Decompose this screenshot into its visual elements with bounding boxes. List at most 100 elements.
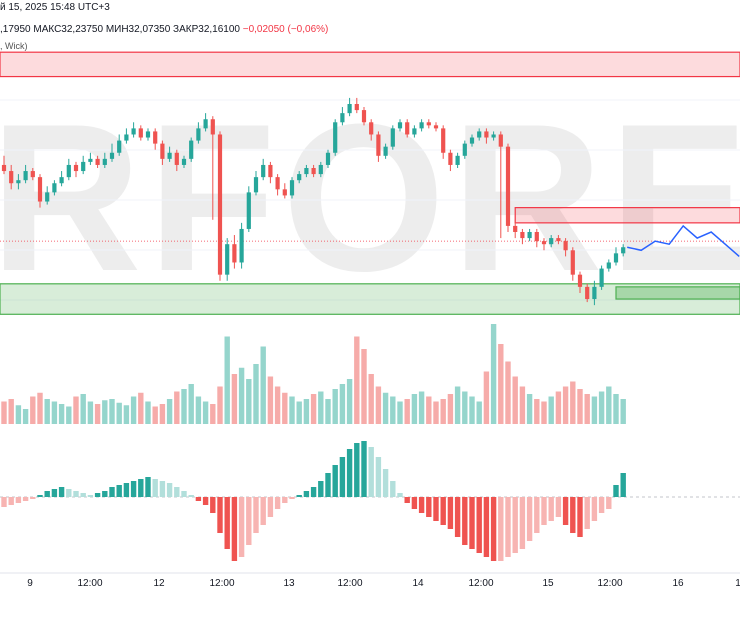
oscillator-bar: [1, 497, 7, 507]
volume-bar: [289, 396, 295, 424]
candle-body: [304, 168, 309, 175]
volume-bar: [404, 399, 410, 424]
oscillator-bar: [606, 497, 612, 509]
oscillator-bar: [58, 487, 65, 497]
volume-bar: [102, 400, 108, 424]
volume-bar: [577, 389, 583, 424]
volume-bar: [440, 399, 446, 424]
indicator-label[interactable]: , Wick): [0, 41, 28, 51]
oscillator-bar: [447, 497, 454, 529]
candle-body: [469, 137, 475, 144]
x-tick-label: 12:00: [468, 578, 493, 589]
volume-bar: [462, 391, 468, 424]
volume-bar: [58, 404, 65, 424]
oscillator-bar: [318, 481, 324, 497]
candle-body: [383, 146, 388, 156]
oscillator-bar: [22, 497, 29, 501]
candle-body: [145, 131, 151, 138]
candle-body: [203, 119, 208, 129]
oscillator-bar: [498, 497, 504, 561]
x-tick-label: 12:00: [337, 578, 362, 589]
oscillator-bar: [368, 447, 374, 497]
candle-body: [592, 286, 597, 300]
candle-body: [613, 253, 619, 263]
candle-body: [484, 131, 489, 138]
oscillator-bar: [30, 497, 36, 499]
volume-bar: [606, 386, 612, 424]
oscillator-bar: [231, 497, 238, 561]
oscillator-bar: [303, 491, 310, 497]
volume-bar: [418, 391, 425, 424]
high-value: МАКС32,23750: [33, 24, 104, 35]
candle-body: [541, 241, 547, 245]
oscillator-bar: [411, 497, 418, 509]
volume-bar: [260, 346, 266, 424]
oscillator-bar: [332, 465, 338, 497]
candle-body: [534, 232, 539, 242]
forecast-path: [627, 224, 740, 257]
x-tick-label: 16: [672, 578, 684, 589]
candle-body: [153, 131, 158, 144]
candle-body: [606, 262, 611, 269]
candle-body: [167, 152, 172, 159]
volume-bar: [562, 386, 569, 424]
oscillator-bar: [210, 497, 216, 513]
candle-body: [527, 232, 532, 239]
oscillator-bar: [397, 493, 403, 497]
candle-body: [160, 143, 165, 159]
oscillator-bar: [73, 491, 79, 497]
candle-body: [217, 134, 223, 275]
oscillator-bar: [217, 497, 223, 533]
candle-body: [556, 238, 561, 242]
volume-bar: [116, 402, 122, 424]
oscillator-bar: [123, 483, 130, 497]
candle-body: [354, 104, 359, 111]
volume-bar: [584, 394, 590, 424]
oscillator-bar: [591, 497, 598, 521]
volume-bar: [22, 409, 29, 424]
volume-bar: [231, 374, 238, 424]
oscillator-bar: [94, 493, 101, 497]
candle-body: [441, 128, 446, 153]
volume-bar: [109, 399, 115, 424]
candle-body: [88, 158, 93, 162]
candle-body: [261, 164, 266, 178]
oscillator-bar: [584, 497, 590, 529]
candle-body: [333, 122, 338, 153]
x-tick-label: 14: [412, 578, 424, 589]
oscillator-bar: [51, 489, 58, 497]
oscillator-bar: [390, 481, 396, 497]
oscillator-bar: [109, 487, 115, 497]
oscillator-bar: [8, 497, 14, 505]
volume-bar: [469, 396, 475, 424]
volume-bar: [145, 401, 151, 424]
oscillator-bar: [526, 497, 533, 541]
oscillator-bar: [404, 497, 410, 503]
candle-body: [297, 174, 302, 181]
volume-bar: [267, 376, 274, 424]
oscillator-bar: [80, 493, 86, 497]
volume-bar: [483, 371, 490, 424]
volume-bar: [282, 392, 288, 424]
volume-bar: [519, 386, 526, 424]
x-tick-label: 9: [27, 578, 33, 589]
volume-bar: [570, 381, 576, 424]
volume-bar: [274, 386, 281, 424]
candle-body: [16, 180, 21, 184]
volume-bar: [620, 399, 626, 424]
oscillator-bar: [195, 497, 202, 501]
oscillator-bar: [166, 483, 173, 497]
volume-bar: [332, 389, 338, 424]
oscillator-bar: [505, 497, 511, 557]
oscillator-bar: [87, 495, 94, 497]
oscillator-bar: [325, 473, 331, 497]
candle-body: [599, 268, 604, 287]
volume-bar: [181, 389, 187, 424]
volume-bar: [159, 404, 166, 424]
volume-bar: [130, 396, 137, 424]
candle-body: [66, 164, 71, 178]
candle-body: [239, 228, 244, 263]
candle-body: [477, 131, 482, 138]
